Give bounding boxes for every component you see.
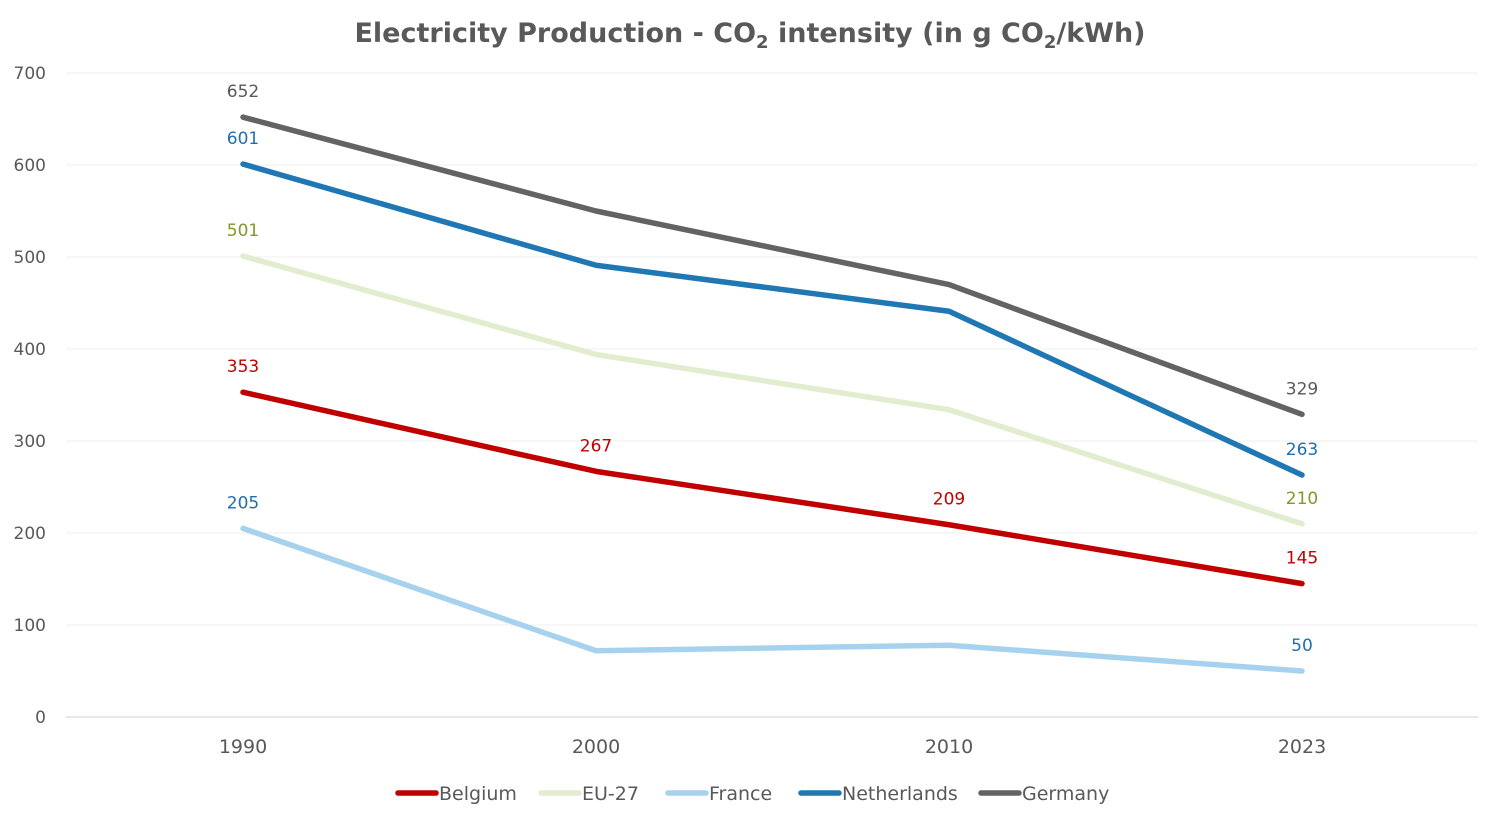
legend: Belgium EU-27 France Netherlands Germany: [395, 783, 1109, 805]
x-tick-label: 2000: [572, 736, 620, 758]
y-tick-label: 200: [14, 524, 46, 544]
y-tick-label: 700: [14, 64, 46, 84]
data-label-eu-27: 210: [1286, 489, 1318, 509]
series-lines: [240, 114, 1305, 674]
x-tick-label: 1990: [219, 736, 267, 758]
data-label-belgium: 267: [580, 436, 612, 456]
data-label-netherlands: 601: [227, 129, 259, 149]
legend-label-germany: Germany: [1022, 783, 1109, 805]
title-subscript-1: 2: [756, 32, 769, 53]
y-tick-label: 300: [14, 432, 46, 452]
data-label-belgium: 145: [1286, 549, 1318, 569]
series-line-eu-27: [240, 253, 1305, 527]
title-subscript-2: 2: [1044, 32, 1057, 53]
y-tick-label: 600: [14, 156, 46, 176]
data-label-france: 50: [1291, 636, 1313, 656]
y-tick-label: 500: [14, 248, 46, 268]
series-line-germany: [240, 114, 1305, 418]
y-tick-label: 100: [14, 616, 46, 636]
series-line-netherlands: [240, 161, 1305, 478]
data-label-belgium: 353: [227, 357, 259, 377]
data-label-netherlands: 263: [1286, 440, 1318, 460]
data-label-belgium: 209: [933, 490, 965, 510]
x-tick-label: 2010: [925, 736, 973, 758]
x-tick-label: 2023: [1278, 736, 1326, 758]
data-labels: 353 267 209 145 501 210 205 50 601 263 652 329: [227, 82, 1318, 656]
x-axis-ticks: 1990 2000 2010 2023: [219, 736, 1326, 758]
y-axis-ticks: 0 100 200 300 400 500 600 700: [14, 64, 46, 728]
series-line-france: [240, 525, 1305, 674]
legend-label-eu-27: EU-27: [582, 783, 639, 805]
gridlines: [66, 72, 1478, 626]
data-label-germany: 652: [227, 82, 259, 102]
data-label-france: 205: [227, 493, 259, 513]
series-line-belgium: [240, 389, 1305, 587]
title-part-1: Electricity Production - CO: [354, 18, 756, 49]
data-label-germany: 329: [1286, 379, 1318, 399]
y-tick-label: 400: [14, 340, 46, 360]
chart-title: Electricity Production - CO2 intensity (…: [354, 18, 1145, 53]
data-label-eu-27: 501: [227, 221, 259, 241]
legend-label-netherlands: Netherlands: [842, 783, 958, 805]
y-tick-label: 0: [35, 708, 46, 728]
legend-label-france: France: [709, 783, 772, 805]
title-part-2: intensity (in g CO: [769, 18, 1044, 49]
title-part-3: /kWh): [1056, 18, 1145, 49]
legend-label-belgium: Belgium: [439, 783, 517, 805]
